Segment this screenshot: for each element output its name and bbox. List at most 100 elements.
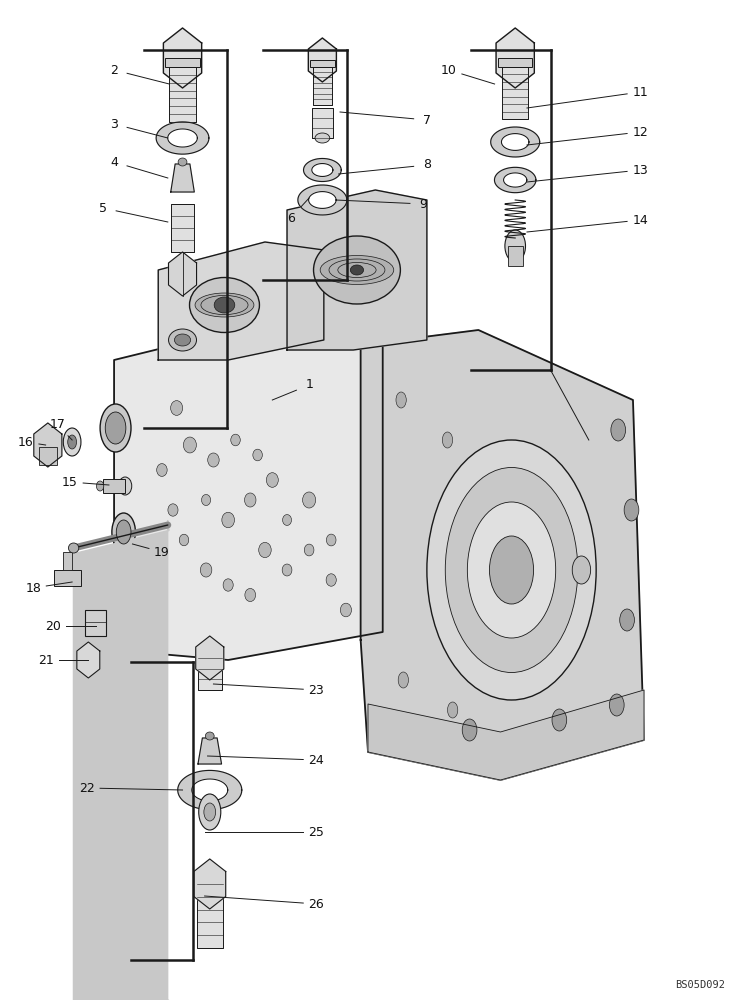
Text: 2: 2 [110, 64, 118, 77]
Text: 13: 13 [632, 163, 648, 176]
Ellipse shape [174, 334, 191, 346]
Ellipse shape [63, 428, 81, 456]
Bar [169, 67, 196, 122]
Ellipse shape [398, 672, 408, 688]
Bar [197, 884, 223, 948]
Ellipse shape [118, 477, 132, 495]
Bar [54, 570, 81, 586]
Bar [502, 67, 528, 119]
Bar [103, 479, 125, 493]
Polygon shape [169, 252, 197, 296]
Text: 22: 22 [79, 782, 95, 794]
Ellipse shape [116, 520, 131, 544]
Polygon shape [34, 423, 62, 467]
Bar [39, 447, 57, 465]
Bar [508, 246, 523, 266]
Polygon shape [156, 122, 209, 154]
Text: 21: 21 [38, 654, 54, 666]
Text: 6: 6 [287, 212, 294, 225]
Ellipse shape [489, 536, 534, 604]
Ellipse shape [195, 293, 254, 317]
Ellipse shape [259, 542, 271, 558]
Polygon shape [298, 185, 347, 215]
Ellipse shape [573, 556, 591, 584]
Text: 4: 4 [110, 155, 118, 168]
Ellipse shape [427, 440, 596, 700]
Ellipse shape [283, 515, 291, 525]
Ellipse shape [100, 404, 131, 452]
Text: 17: 17 [49, 418, 66, 432]
Ellipse shape [505, 230, 526, 262]
Ellipse shape [611, 419, 626, 441]
Ellipse shape [169, 329, 197, 351]
Ellipse shape [178, 158, 187, 166]
Polygon shape [168, 129, 197, 147]
Ellipse shape [620, 609, 634, 631]
Bar [63, 552, 72, 570]
Ellipse shape [205, 732, 214, 740]
Polygon shape [196, 636, 224, 680]
Ellipse shape [326, 574, 336, 586]
Polygon shape [501, 134, 529, 150]
Polygon shape [198, 738, 222, 764]
Text: 10: 10 [441, 64, 457, 77]
Bar [166, 58, 199, 67]
Text: 7: 7 [423, 113, 431, 126]
Polygon shape [177, 770, 242, 810]
Polygon shape [495, 167, 536, 193]
Ellipse shape [183, 437, 197, 453]
Bar [312, 108, 333, 138]
Text: 3: 3 [110, 117, 118, 130]
Ellipse shape [204, 803, 216, 821]
Ellipse shape [266, 473, 278, 487]
Polygon shape [312, 164, 333, 176]
Polygon shape [368, 690, 644, 780]
Ellipse shape [168, 504, 178, 516]
Text: 25: 25 [308, 826, 325, 838]
Ellipse shape [202, 494, 210, 506]
Polygon shape [496, 28, 534, 88]
Text: 18: 18 [25, 582, 41, 594]
Text: 9: 9 [420, 198, 427, 211]
Ellipse shape [157, 464, 167, 476]
Polygon shape [303, 158, 342, 182]
Text: 16: 16 [18, 436, 34, 448]
Ellipse shape [282, 564, 292, 576]
Ellipse shape [326, 534, 336, 546]
Polygon shape [491, 127, 539, 157]
Polygon shape [163, 28, 202, 88]
Bar [85, 610, 106, 636]
Ellipse shape [208, 453, 219, 467]
Ellipse shape [201, 295, 248, 315]
Ellipse shape [552, 709, 567, 731]
Text: 24: 24 [308, 754, 325, 766]
Polygon shape [171, 164, 194, 192]
Ellipse shape [315, 133, 330, 143]
Ellipse shape [222, 512, 235, 528]
Polygon shape [361, 330, 644, 780]
Ellipse shape [200, 563, 212, 577]
Ellipse shape [96, 481, 104, 491]
Ellipse shape [340, 603, 352, 617]
Text: 19: 19 [154, 546, 170, 558]
Ellipse shape [199, 794, 221, 830]
Ellipse shape [112, 513, 135, 551]
Ellipse shape [245, 588, 255, 602]
Text: 15: 15 [62, 476, 78, 488]
Bar [310, 60, 335, 67]
Polygon shape [308, 192, 336, 208]
Text: BS05D092: BS05D092 [675, 980, 725, 990]
Text: 11: 11 [632, 86, 648, 99]
Ellipse shape [244, 493, 256, 507]
Polygon shape [194, 859, 226, 909]
Ellipse shape [180, 534, 188, 546]
Ellipse shape [314, 236, 400, 304]
Ellipse shape [68, 435, 77, 449]
Polygon shape [192, 779, 227, 801]
Text: 8: 8 [423, 158, 431, 172]
Text: 26: 26 [308, 898, 325, 910]
Text: 14: 14 [632, 214, 648, 227]
Ellipse shape [350, 265, 364, 275]
Bar [313, 67, 332, 105]
Ellipse shape [447, 702, 458, 718]
